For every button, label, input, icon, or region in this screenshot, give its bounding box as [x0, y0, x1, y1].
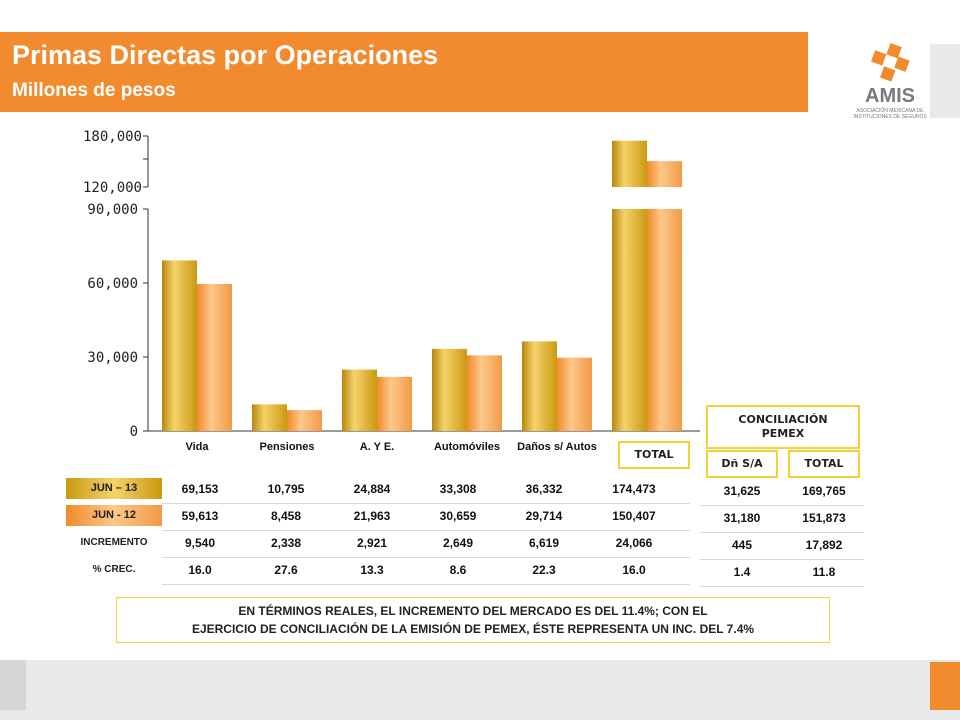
header-bar — [0, 32, 808, 112]
total-category-label: TOTAL — [618, 441, 690, 469]
conciliacion-col2-header-text: TOTAL — [804, 457, 844, 470]
bar-jun13-upper — [612, 140, 647, 187]
table-cell: 69,153 — [181, 482, 219, 496]
conciliacion-col2-header: TOTAL — [788, 450, 860, 478]
total-label-text: TOTAL — [634, 448, 674, 461]
conciliacion-cell: 31,625 — [723, 484, 761, 498]
table-cell: 16.0 — [188, 563, 212, 577]
bar-jun13 — [522, 341, 557, 431]
table-cell: 8.6 — [449, 563, 467, 577]
conciliacion-cell: 169,765 — [802, 484, 846, 498]
note-line-2: EJERCICIO DE CONCILIACIÓN DE LA EMISIÓN … — [191, 622, 755, 636]
y-tick-label: 0 — [130, 424, 138, 440]
conciliacion-cell: 445 — [731, 538, 753, 552]
y-tick-label: 120,000 — [83, 180, 142, 196]
footer-left-block — [0, 660, 26, 710]
table-row-label: JUN – 13 — [66, 478, 162, 499]
conciliacion-cell: 11.8 — [812, 565, 836, 579]
table-cell: 10,795 — [267, 482, 305, 496]
table-row-label: INCREMENTO — [80, 537, 148, 548]
bar-jun13 — [252, 404, 287, 431]
conciliacion-title-line1: CONCILIACIÓN — [738, 413, 828, 426]
conciliacion-cell: 151,873 — [802, 511, 846, 525]
conciliacion-cell: 31,180 — [723, 511, 761, 525]
conciliacion-row-divider — [700, 586, 864, 587]
bar-jun12 — [377, 376, 412, 431]
y-tick-label: 30,000 — [87, 350, 138, 366]
conciliacion-title-line2: PEMEX — [761, 427, 805, 440]
conciliacion-row-divider — [700, 559, 864, 560]
logo-tagline-2: INSTITUCIONES DE SEGUROS — [853, 114, 927, 120]
x-category-label: Automóviles — [434, 441, 500, 453]
conciliacion-row-divider — [700, 532, 864, 533]
table-cell: 8,458 — [270, 509, 302, 523]
table-row-label: % CREC. — [92, 564, 136, 575]
y-tick-label: 180,000 — [83, 129, 142, 145]
table-cell: 24,884 — [353, 482, 391, 496]
data-table: JUN – 13 69,153 10,795 24,884 33,308 36,332 17… — [66, 476, 692, 586]
table-cell: 30,659 — [439, 509, 477, 523]
table-cell: 21,963 — [353, 509, 391, 523]
amis-logo: AMIS ASOCIACIÓN MEXICANA DE INSTITUCIONE… — [850, 40, 930, 124]
x-category-label: A. Y E. — [360, 441, 394, 453]
table-cell: 2,649 — [442, 536, 474, 550]
x-category-label: Daños s/ Autos — [517, 441, 597, 453]
table-cell: 59,613 — [181, 509, 219, 523]
x-category-label: Pensiones — [259, 441, 314, 453]
conciliacion-cell: 1.4 — [733, 565, 751, 579]
y-tick-label: 60,000 — [87, 276, 138, 292]
footer-right-block — [930, 662, 960, 710]
table-cell: 174,473 — [612, 482, 656, 496]
table-cell: 29,714 — [525, 509, 563, 523]
conciliacion-row-divider — [700, 505, 864, 506]
bar-chart: 0 30,000 60,000 90,000 120,000 180,000 Vida Pen… — [83, 129, 700, 453]
conciliacion-cell: 17,892 — [805, 538, 843, 552]
table-cell: 2,338 — [270, 536, 302, 550]
table-cell: 36,332 — [525, 482, 563, 496]
x-category-label: Vida — [185, 441, 209, 453]
bar-jun13 — [162, 260, 197, 431]
bar-jun12 — [197, 283, 232, 431]
table-cell: 33,308 — [439, 482, 477, 496]
page-subtitle: Millones de pesos — [12, 80, 176, 101]
table-row-divider — [162, 503, 690, 504]
table-row-divider — [162, 557, 690, 558]
table-cell: 24,066 — [615, 536, 653, 550]
bar-jun12 — [557, 357, 592, 431]
table-cell: 150,407 — [612, 509, 656, 523]
page-title: Primas Directas por Operaciones — [12, 40, 439, 70]
table-cell: 27.6 — [274, 563, 298, 577]
bar-jun13 — [342, 369, 377, 431]
table-row-divider — [162, 530, 690, 531]
footer-bar — [0, 660, 960, 720]
conciliacion-table: 31,625 169,765 31,180 151,873 445 17,892 1.4 11… — [700, 478, 864, 588]
table-row-label: JUN - 12 — [66, 505, 162, 526]
table-cell: 9,540 — [184, 536, 216, 550]
note-line-1: EN TÉRMINOS REALES, EL INCREMENTO DEL ME… — [238, 604, 708, 618]
table-row-divider — [162, 584, 690, 585]
table-cell: 16.0 — [622, 563, 646, 577]
table-cell: 2,921 — [356, 536, 388, 550]
right-decor-strip — [930, 44, 960, 118]
conciliacion-title-box: CONCILIACIÓN PEMEX — [706, 405, 860, 449]
bar-jun13 — [432, 348, 467, 431]
amis-logo-graphic: AMIS ASOCIACIÓN MEXICANA DE INSTITUCIONE… — [853, 43, 927, 120]
bar-jun12 — [467, 355, 502, 431]
logo-text: AMIS — [865, 85, 915, 107]
bar-jun13 — [612, 209, 647, 431]
bar-jun12 — [647, 209, 682, 431]
note-box: EN TÉRMINOS REALES, EL INCREMENTO DEL ME… — [116, 597, 830, 643]
table-cell: 13.3 — [360, 563, 384, 577]
bar-jun12-upper — [647, 161, 682, 187]
conciliacion-col1-header-text: Dñ S/A — [721, 457, 763, 470]
bar-jun12 — [287, 410, 322, 431]
y-tick-label: 90,000 — [87, 202, 138, 218]
table-cell: 6,619 — [528, 536, 560, 550]
conciliacion-col1-header: Dñ S/A — [706, 450, 778, 478]
table-cell: 22.3 — [532, 563, 556, 577]
logo-tagline-1: ASOCIACIÓN MEXICANA DE — [857, 107, 925, 114]
